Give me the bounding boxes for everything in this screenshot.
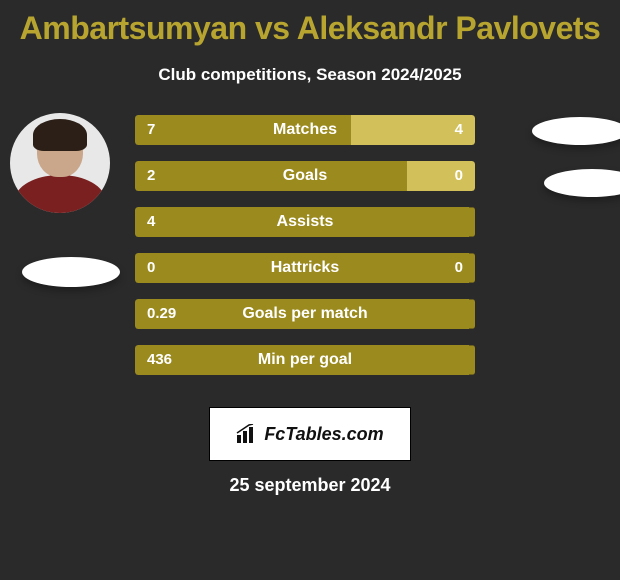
footer-brand-text: FcTables.com <box>264 424 383 445</box>
footer-brand-logo: FcTables.com <box>236 424 383 445</box>
stat-row: 20Goals <box>135 161 475 191</box>
stat-label: Hattricks <box>135 253 475 283</box>
stat-row: 00Hattricks <box>135 253 475 283</box>
subtitle: Club competitions, Season 2024/2025 <box>0 47 620 85</box>
bars-icon <box>236 424 260 444</box>
date-label: 25 september 2024 <box>0 475 620 496</box>
compare-bars: 74Matches 20Goals 4Assists 00Hattricks 0.29G… <box>135 115 475 391</box>
stat-label: Min per goal <box>135 345 475 375</box>
stat-label: Goals <box>135 161 475 191</box>
stat-row: 74Matches <box>135 115 475 145</box>
page-title: Ambartsumyan vs Aleksandr Pavlovets <box>0 0 620 47</box>
placeholder-oval <box>544 169 620 197</box>
stat-row: 4Assists <box>135 207 475 237</box>
player-avatar-left <box>10 113 110 213</box>
stat-label: Goals per match <box>135 299 475 329</box>
stat-row: 436Min per goal <box>135 345 475 375</box>
footer-brand-box: FcTables.com <box>209 407 411 461</box>
stat-label: Assists <box>135 207 475 237</box>
stat-label: Matches <box>135 115 475 145</box>
placeholder-oval <box>532 117 620 145</box>
stats-area: 74Matches 20Goals 4Assists 00Hattricks 0.29G… <box>0 109 620 399</box>
stat-row: 0.29Goals per match <box>135 299 475 329</box>
placeholder-oval <box>22 257 120 287</box>
